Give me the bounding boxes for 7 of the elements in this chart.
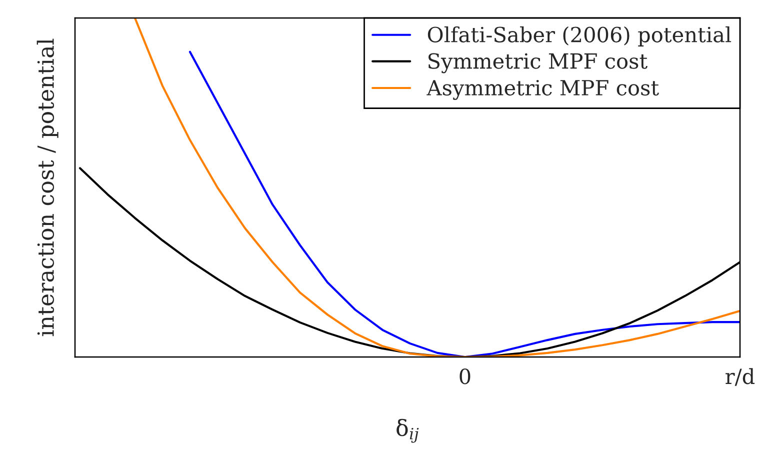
legend-label: Symmetric MPF cost bbox=[428, 53, 648, 74]
x-tick-label: r/d bbox=[726, 368, 755, 386]
x-tick-label: 0 bbox=[460, 368, 470, 384]
legend-label: Olfati-Saber (2006) potential bbox=[428, 26, 732, 46]
legend-label: Asymmetric MPF cost bbox=[426, 80, 659, 100]
y-axis-title: interaction cost / potential bbox=[36, 38, 58, 336]
x-axis-title: δ$_{ij}$ bbox=[396, 418, 419, 443]
